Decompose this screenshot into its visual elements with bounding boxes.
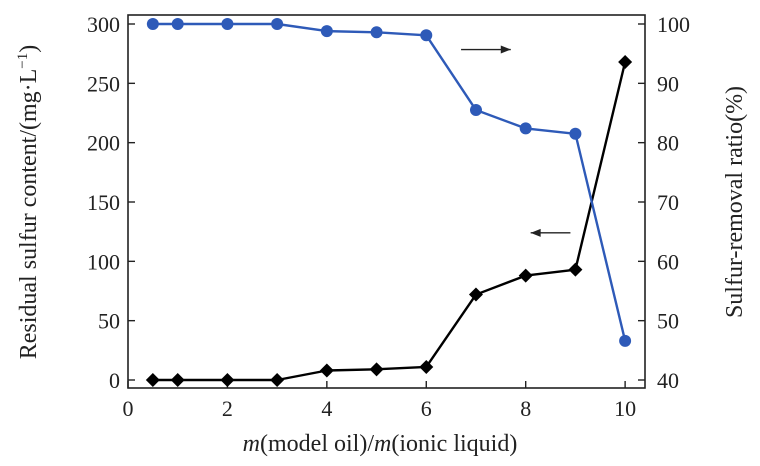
y-right-tick-label: 70 xyxy=(657,190,679,215)
x-tick-label: 4 xyxy=(321,396,332,421)
sulfur-removal-line xyxy=(152,22,627,342)
y-left-tick-label: 200 xyxy=(87,131,120,156)
x-tick-label: 6 xyxy=(421,396,432,421)
residual-sulfur-point xyxy=(468,287,483,302)
residual-sulfur-point xyxy=(568,262,583,277)
sulfur-removal-point xyxy=(146,18,159,30)
x-axis-title-part-1: (model oil)/ xyxy=(260,431,374,457)
plot-border xyxy=(127,14,646,389)
x-tick-label: 0 xyxy=(123,396,134,421)
residual-sulfur-point xyxy=(518,268,533,283)
annotation-arrows xyxy=(461,45,571,237)
x-axis-ticks: 0 2 4 6 8 10 xyxy=(123,381,636,421)
y-axis-left-title-main: Residual sulfur content/(mg·L xyxy=(16,69,42,360)
y-axis-left-title-end: ) xyxy=(16,45,42,53)
x-axis-title-italic-m: m xyxy=(243,431,260,457)
residual-sulfur-point xyxy=(270,373,285,387)
sulfur-removal-point xyxy=(171,18,184,30)
y-left-tick-label: 0 xyxy=(109,368,120,393)
y-left-tick-label: 250 xyxy=(87,71,120,96)
arrow-left-head xyxy=(530,228,541,237)
y-right-tick-label: 40 xyxy=(657,368,679,393)
y-axis-left-ticks: 0 50 100 150 200 250 300 xyxy=(87,12,135,393)
residual-sulfur-point xyxy=(220,373,235,387)
y-right-tick-label: 50 xyxy=(657,309,679,334)
sulfur-removal-point xyxy=(370,26,383,39)
residual-sulfur-point xyxy=(618,54,633,69)
y-left-tick-label: 150 xyxy=(87,190,120,215)
sulfur-removal-point xyxy=(469,104,482,117)
y-axis-right-title: Sulfur-removal ratio(%) xyxy=(722,86,748,318)
sulfur-removal-point xyxy=(271,18,284,30)
y-right-tick-label: 90 xyxy=(657,71,679,96)
sulfur-removal-point xyxy=(420,29,433,42)
residual-sulfur-point xyxy=(419,359,434,374)
y-left-tick-label: 100 xyxy=(87,249,120,274)
y-axis-left-title: Residual sulfur content/(mg·L−1) xyxy=(15,45,42,360)
y-axis-right-ticks: 40 50 60 70 80 90 100 xyxy=(638,12,690,393)
arrow-right-head xyxy=(500,45,511,54)
residual-sulfur-point xyxy=(170,373,185,387)
residual-sulfur-point xyxy=(145,373,160,387)
residual-sulfur-line xyxy=(152,61,627,382)
x-tick-label: 10 xyxy=(614,396,636,421)
x-axis-title-italic-m-2: m xyxy=(374,431,391,457)
x-tick-label: 8 xyxy=(520,396,531,421)
series-layer xyxy=(145,18,633,387)
plot-frame xyxy=(127,14,646,389)
sulfur-removal-point xyxy=(320,25,333,38)
x-axis-title-part-2: (ionic liquid) xyxy=(391,431,517,457)
sulfur-removal-point xyxy=(221,18,234,30)
sulfur-removal-point xyxy=(519,122,532,135)
y-left-tick-label: 300 xyxy=(87,12,120,37)
sulfur-removal-point xyxy=(569,127,582,140)
x-axis-title: m(model oil)/m(ionic liquid) xyxy=(243,431,518,457)
residual-sulfur-point xyxy=(369,362,384,377)
y-right-tick-label: 80 xyxy=(657,131,679,156)
sulfur-removal-point xyxy=(619,334,632,347)
y-left-tick-label: 50 xyxy=(98,309,120,334)
residual-sulfur-point xyxy=(319,363,334,378)
y-right-tick-label: 100 xyxy=(657,12,690,37)
x-tick-label: 2 xyxy=(222,396,233,421)
y-axis-left-title-sup: −1 xyxy=(15,53,31,69)
y-right-tick-label: 60 xyxy=(657,249,679,274)
